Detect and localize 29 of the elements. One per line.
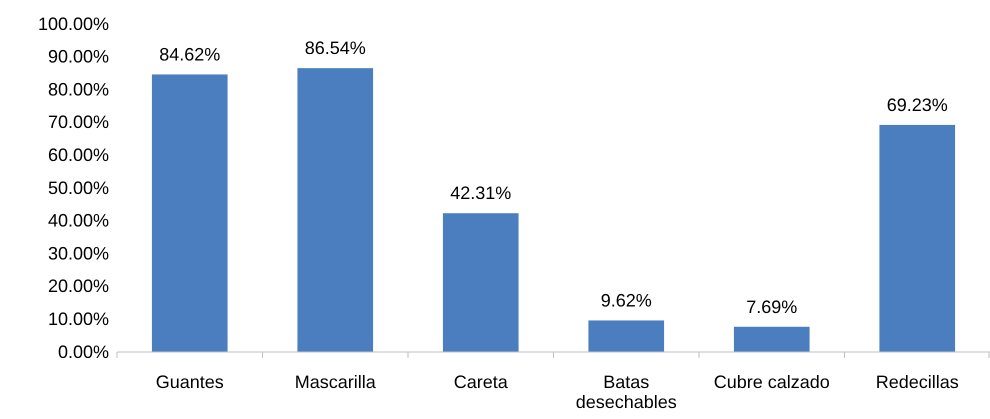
y-tick-label: 90.00%: [48, 46, 109, 67]
y-tick-label: 80.00%: [48, 79, 109, 100]
x-tick-label: Careta: [454, 372, 509, 392]
bar: [588, 320, 664, 352]
y-tick-label: 30.00%: [48, 243, 109, 264]
x-tick-label: Mascarilla: [294, 372, 377, 392]
data-label: 84.62%: [159, 44, 220, 64]
x-tick-label: Guantes: [156, 372, 224, 392]
bar: [734, 326, 810, 352]
y-tick-label: 100.00%: [38, 14, 109, 34]
y-tick-label: 0.00%: [58, 342, 109, 362]
y-tick-label: 60.00%: [48, 144, 109, 165]
y-tick-label: 10.00%: [48, 308, 109, 329]
y-tick-label: 20.00%: [48, 276, 109, 296]
x-tick-label: Batas desechables: [576, 372, 677, 412]
x-tick-label: Cubre calzado: [714, 372, 830, 392]
data-label: 69.23%: [886, 94, 948, 115]
data-label: 86.54%: [304, 38, 366, 58]
bar: [442, 213, 519, 352]
x-tick-label: Redecillas: [876, 372, 959, 392]
data-label: 9.62%: [600, 290, 652, 310]
y-tick-label: 40.00%: [48, 210, 109, 231]
bar: [152, 74, 228, 352]
bar: [297, 68, 374, 352]
y-tick-label: 50.00%: [48, 178, 109, 198]
y-tick-label: 70.00%: [48, 112, 109, 132]
data-label: 7.69%: [746, 296, 798, 317]
data-label: 42.31%: [450, 183, 512, 204]
bar: [879, 124, 956, 352]
